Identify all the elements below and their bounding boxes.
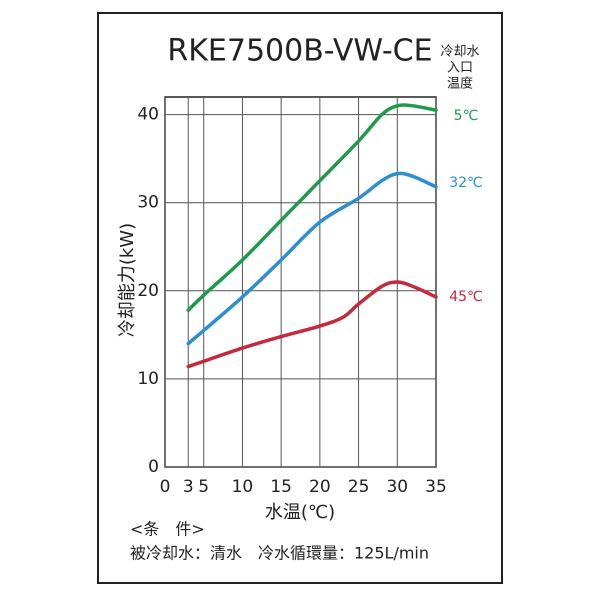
series-line bbox=[186, 103, 438, 312]
x-axis-label: 水温(℃) bbox=[265, 502, 335, 523]
note: 被冷却水：清水 冷水循環量：125L/min bbox=[130, 544, 429, 563]
series-label: 32℃ bbox=[449, 175, 483, 191]
x-tick-label: 15 bbox=[270, 477, 292, 497]
x-tick-label: 20 bbox=[309, 477, 331, 497]
y-tick-label: 30 bbox=[137, 193, 159, 213]
frame bbox=[97, 12, 503, 584]
y-tick-label: 10 bbox=[137, 369, 159, 389]
x-tick-label: 10 bbox=[232, 477, 254, 497]
series-label: 5℃ bbox=[454, 108, 479, 124]
x-tick-label: 3 bbox=[183, 477, 194, 497]
x-tick-label: 30 bbox=[386, 477, 408, 497]
y-axis-label: 冷却能力(kW) bbox=[117, 223, 138, 337]
x-tick-label: 5 bbox=[198, 477, 209, 497]
series-line bbox=[186, 171, 438, 346]
y-tick-label: 40 bbox=[137, 105, 159, 125]
note: <条 件> bbox=[130, 520, 205, 539]
x-tick-label: 0 bbox=[160, 477, 171, 497]
legend-title: 冷却水 bbox=[440, 45, 479, 60]
y-tick-label: 0 bbox=[148, 457, 159, 477]
chart-title: RKE7500B-VW-CE bbox=[167, 34, 432, 69]
series-line bbox=[186, 280, 438, 369]
legend-title: 温度 bbox=[447, 76, 473, 92]
y-tick-label: 20 bbox=[137, 281, 159, 301]
series-label: 45℃ bbox=[449, 289, 483, 305]
x-tick-label: 25 bbox=[348, 477, 370, 497]
x-tick-label: 35 bbox=[425, 477, 447, 497]
legend-title: 入口 bbox=[447, 61, 473, 76]
